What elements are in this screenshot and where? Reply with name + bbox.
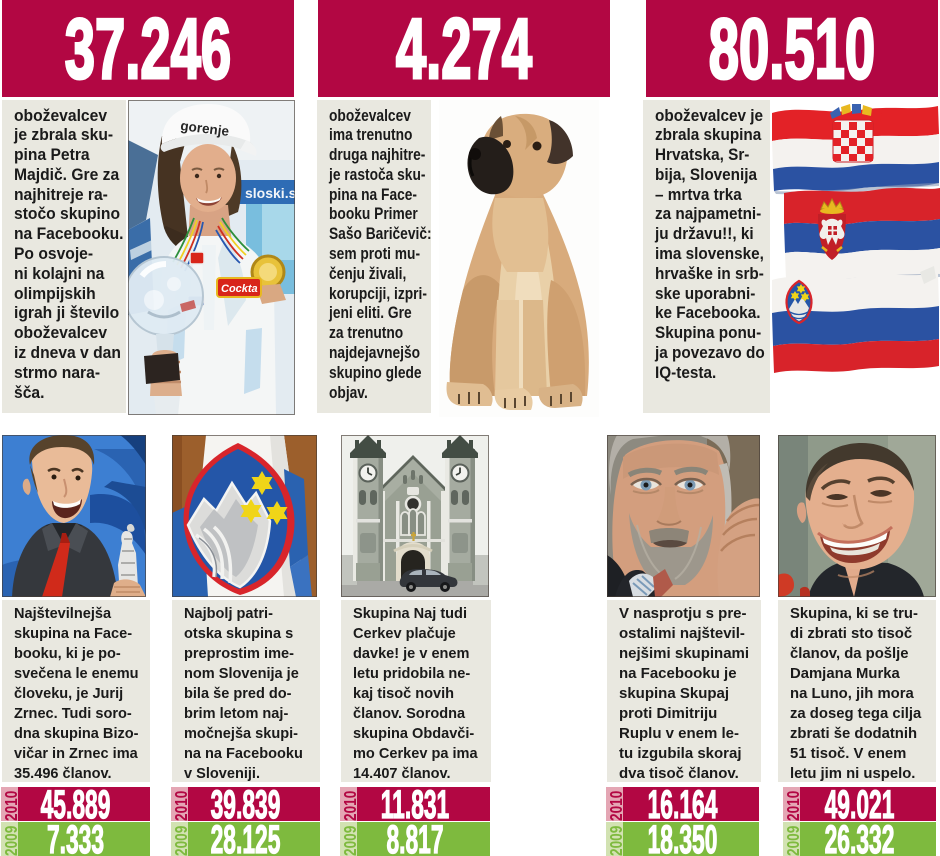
svg-text:gorenje: gorenje (180, 118, 231, 139)
svg-text:Cockta: Cockta (221, 283, 258, 295)
svg-text:sloski.s: sloski.s (245, 185, 295, 201)
